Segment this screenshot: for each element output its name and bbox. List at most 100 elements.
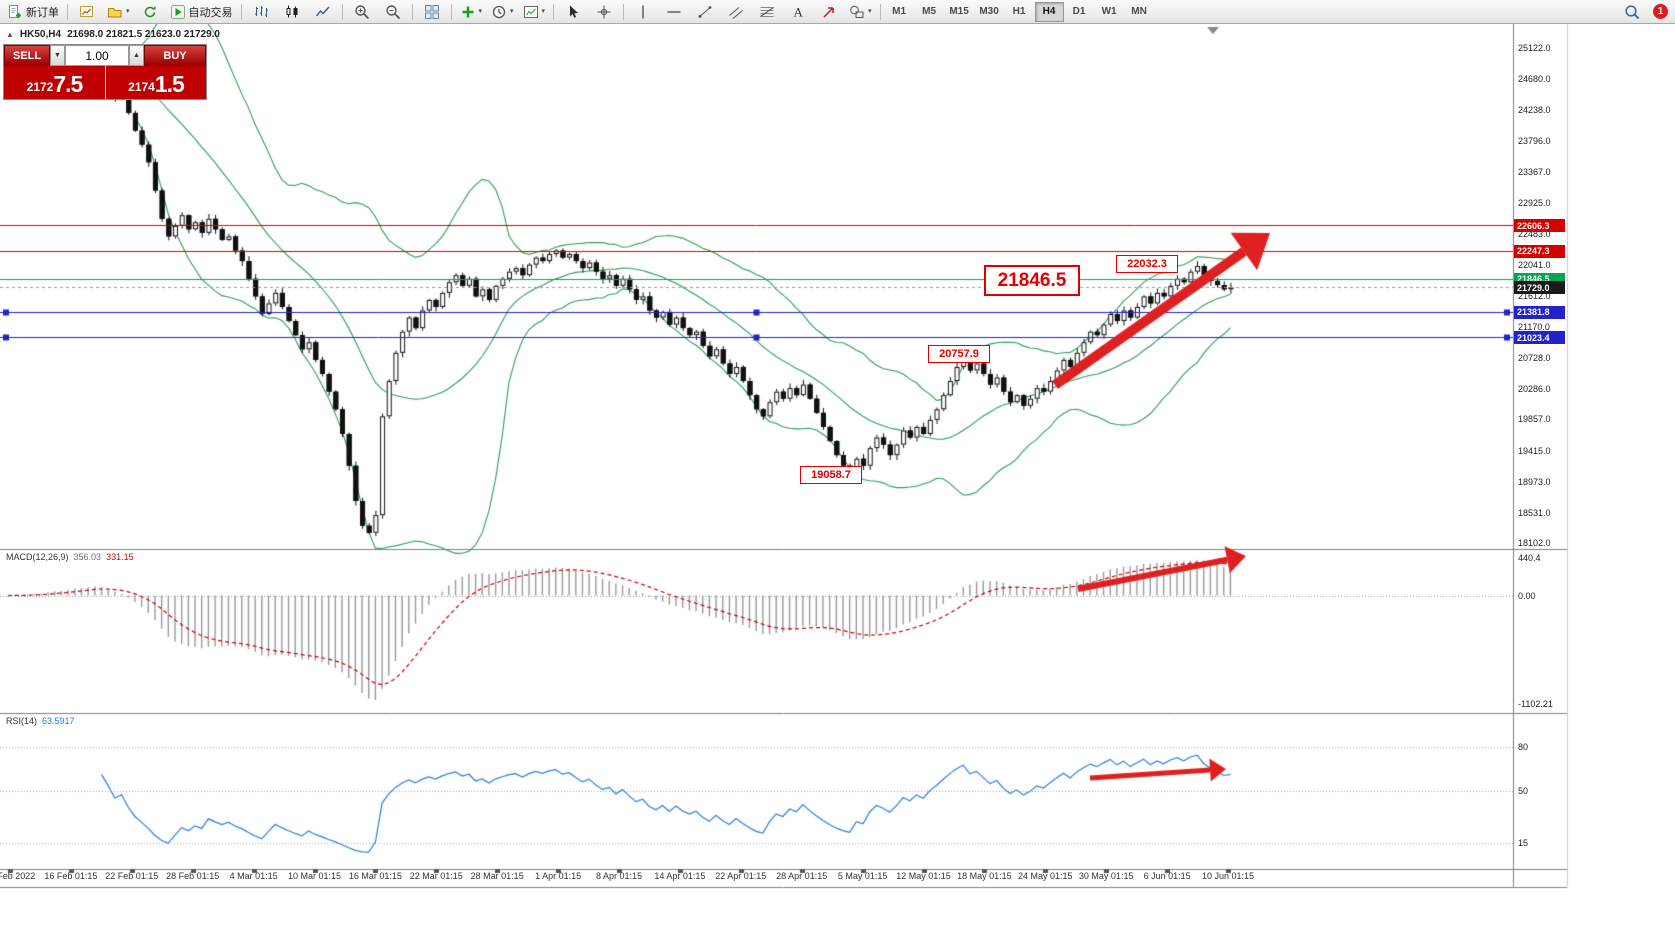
zoom-in-button[interactable] bbox=[347, 1, 377, 23]
toolbar-separator bbox=[879, 3, 881, 20]
price-axis-label: 18973.0 bbox=[1518, 476, 1551, 487]
sell-price[interactable]: 2172 7.5 bbox=[4, 66, 105, 99]
notification-badge[interactable]: 1 bbox=[1653, 4, 1668, 19]
zoom-out-button[interactable] bbox=[378, 1, 408, 23]
toolbar-separator bbox=[67, 3, 68, 20]
shapes-button[interactable]: ▾ bbox=[845, 1, 876, 23]
time-axis-label: 10 Mar 01:15 bbox=[287, 871, 342, 881]
time-axis-label: 12 May 01:15 bbox=[896, 871, 951, 881]
time-axis-label: 1 Apr 01:15 bbox=[535, 871, 582, 881]
buy-button[interactable]: BUY bbox=[144, 45, 206, 66]
timeframe-button-m1[interactable]: M1 bbox=[892, 6, 907, 17]
profiles-button[interactable]: ▾ bbox=[103, 1, 134, 23]
time-axis-label: 4 Mar 01:15 bbox=[229, 871, 278, 881]
new-order-icon bbox=[7, 4, 23, 20]
channel-icon bbox=[728, 4, 744, 20]
macd-axis-zero: 0.00 bbox=[1518, 590, 1536, 601]
arrows-button[interactable] bbox=[814, 1, 844, 23]
time-axis-label: 8 Apr 01:15 bbox=[595, 871, 643, 881]
price-prefix: 2172 bbox=[26, 80, 54, 94]
time-axis-label: 22 Apr 01:15 bbox=[715, 871, 767, 881]
time-axis-label: 22 Mar 01:15 bbox=[409, 871, 463, 881]
time-axis-label: 16 Mar 01:15 bbox=[348, 871, 402, 881]
chevron-down-icon: ▾ bbox=[510, 8, 514, 15]
price-axis-label: 21612.0 bbox=[1518, 290, 1551, 301]
price-axis-label: 24680.0 bbox=[1518, 74, 1551, 85]
cursor-button[interactable] bbox=[558, 1, 588, 23]
time-axis-label: 5 May 01:15 bbox=[837, 871, 888, 881]
timeframe-button-m30[interactable]: M30 bbox=[979, 6, 999, 17]
toolbar-button-label: 自动交易 bbox=[188, 6, 233, 19]
sell-button[interactable]: SELL bbox=[4, 45, 50, 66]
volume-down-button[interactable]: ▼ bbox=[50, 45, 65, 66]
price-annotation[interactable]: 19058.7 bbox=[800, 466, 862, 484]
symbol-name: HK50,H4 bbox=[19, 29, 62, 40]
timeframe-button-mn[interactable]: MN bbox=[1131, 6, 1147, 17]
volume-up-button[interactable]: ▲ bbox=[129, 45, 144, 66]
trendline-button[interactable] bbox=[690, 1, 720, 23]
candlestick-button[interactable] bbox=[277, 1, 307, 23]
current-price-tag: 21729.0 bbox=[1514, 281, 1565, 295]
hline-icon bbox=[666, 4, 682, 20]
refresh-button[interactable] bbox=[135, 1, 165, 23]
time-axis-label: 24 May 01:15 bbox=[1018, 871, 1073, 881]
toolbar: 新订单 ▾ 自动交易 ▾ ▾ ▾ A ▾ M1 M5 M15 M30 H1 H4 D1 W1 MN 1 bbox=[0, 0, 1675, 24]
timeframe-button-h4[interactable]: H4 bbox=[1034, 1, 1064, 22]
trendline-icon bbox=[697, 4, 713, 20]
price-annotation[interactable]: 20757.9 bbox=[928, 345, 990, 363]
svg-text:A: A bbox=[794, 4, 804, 19]
time-axis-label: 30 May 01:15 bbox=[1078, 871, 1134, 881]
timeframe-button-h1[interactable]: H1 bbox=[1012, 6, 1026, 17]
templates-button[interactable]: ▾ bbox=[519, 1, 550, 23]
toolbar-button-label: 新订单 bbox=[26, 6, 59, 19]
crosshair-button[interactable] bbox=[589, 1, 619, 23]
new-chart-button[interactable] bbox=[72, 1, 102, 23]
timeframe-button-w1[interactable]: W1 bbox=[1101, 6, 1117, 17]
price-axis-label: 22483.0 bbox=[1518, 229, 1551, 240]
rsi-indicator-label: RSI(14) 63.5917 bbox=[6, 716, 75, 726]
horizontal-line-button[interactable] bbox=[659, 1, 689, 23]
macd-value2: 331.15 bbox=[106, 552, 134, 562]
shapes-icon bbox=[849, 4, 865, 20]
timeframe-button-m15[interactable]: M15 bbox=[949, 6, 969, 17]
text-button[interactable]: A bbox=[783, 1, 813, 23]
buy-price[interactable]: 2174 1.5 bbox=[105, 66, 206, 99]
price-annotation[interactable]: 22032.3 bbox=[1116, 255, 1178, 273]
tile-icon bbox=[424, 4, 440, 20]
new-chart-icon bbox=[79, 4, 95, 20]
indicators-button[interactable]: ▾ bbox=[456, 1, 487, 23]
fibonacci-button[interactable] bbox=[752, 1, 782, 23]
candles-icon bbox=[284, 4, 300, 20]
autoplay-icon bbox=[170, 4, 186, 20]
channel-button[interactable] bbox=[721, 1, 751, 23]
vertical-line-button[interactable] bbox=[628, 1, 658, 23]
macd-indicator-label: MACD(12,26,9) 356.03 331.15 bbox=[6, 552, 134, 562]
template-icon bbox=[523, 4, 539, 20]
time-axis-label: 10 Feb 2022 bbox=[0, 871, 36, 881]
cursor-icon bbox=[565, 4, 581, 20]
price-axis-label: 24238.0 bbox=[1518, 105, 1551, 116]
chevron-down-icon: ▾ bbox=[126, 8, 130, 15]
timeframe-button-d1[interactable]: D1 bbox=[1072, 6, 1086, 17]
toolbar-separator bbox=[240, 3, 242, 20]
text-icon: A bbox=[790, 4, 806, 20]
price-big-digits: 7.5 bbox=[53, 71, 83, 97]
bar-chart-button[interactable] bbox=[246, 1, 276, 23]
volume-input[interactable] bbox=[65, 45, 129, 66]
price-axis-label: 19415.0 bbox=[1518, 445, 1551, 456]
price-axis-label: 23367.0 bbox=[1518, 166, 1551, 177]
price-annotation[interactable]: 21846.5 bbox=[984, 265, 1080, 296]
timeframe-button-m5[interactable]: M5 bbox=[922, 6, 937, 17]
arrows-tool-icon bbox=[821, 4, 837, 20]
search-icon[interactable] bbox=[1617, 1, 1647, 23]
new-order-button[interactable]: 新订单 bbox=[3, 1, 63, 23]
autotrading-button[interactable]: 自动交易 bbox=[166, 1, 237, 23]
vline-icon bbox=[635, 4, 651, 20]
one-click-toggle-icon[interactable]: ▲ bbox=[6, 30, 14, 39]
line-chart-button[interactable] bbox=[308, 1, 338, 23]
time-axis-label: 18 May 01:15 bbox=[957, 871, 1012, 881]
tile-windows-button[interactable] bbox=[417, 1, 447, 23]
periods-button[interactable]: ▾ bbox=[487, 1, 518, 23]
rsi-level-label: 80 bbox=[1518, 741, 1529, 752]
macd-value1: 356.03 bbox=[73, 552, 102, 562]
